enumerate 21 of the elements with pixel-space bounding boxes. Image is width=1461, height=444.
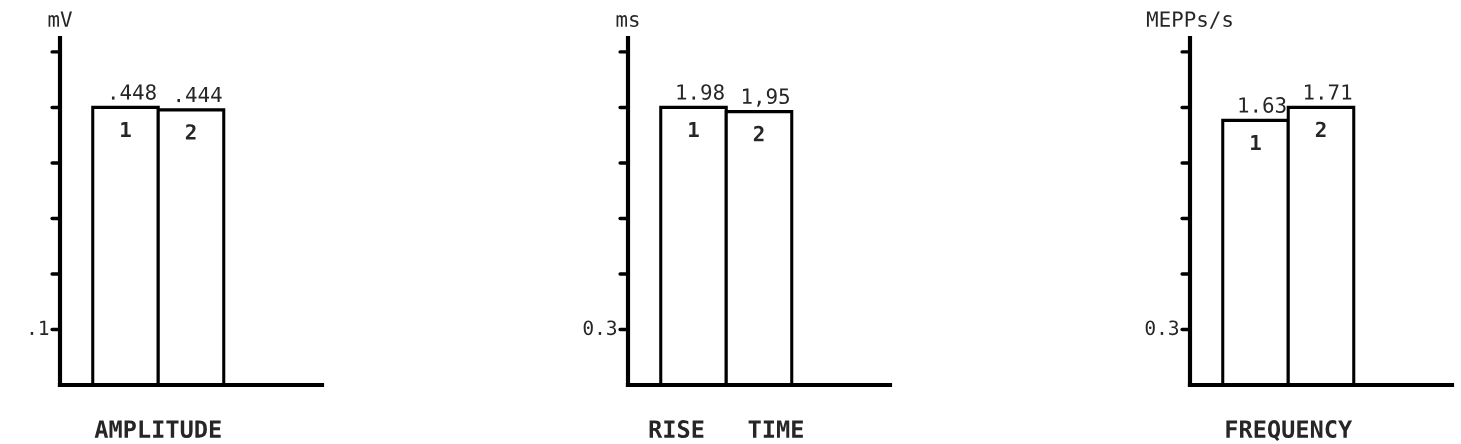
x-tick-label: 2	[1315, 121, 1326, 138]
data-label: 1.98	[677, 84, 724, 100]
x-axis-title: FREQUENCY	[1226, 420, 1353, 441]
x-tick-label: 2	[753, 125, 764, 142]
text: .1	[30, 320, 49, 335]
x-tick-label: 1	[121, 121, 131, 138]
text: 0.3	[583, 320, 617, 336]
x-tick-label: 1	[1251, 134, 1261, 151]
data-label: 1.63	[1239, 97, 1286, 113]
x-axis-title: AMPLITUDE	[94, 420, 221, 438]
data-label: .444	[177, 86, 222, 103]
y-axis-title: MEPPs/s	[1146, 11, 1232, 29]
data-label: .448	[111, 84, 156, 100]
text: 0.3	[1145, 320, 1179, 336]
y-axis-title: mV	[48, 11, 72, 27]
data-label: 1.71	[1304, 84, 1352, 100]
x-axis-title: RISE TIME	[649, 420, 803, 438]
x-tick-label: 1	[689, 121, 699, 138]
x-tick-label: 2	[185, 124, 196, 140]
data-label: 1,95	[742, 88, 789, 107]
y-axis-title: ms	[616, 15, 639, 28]
